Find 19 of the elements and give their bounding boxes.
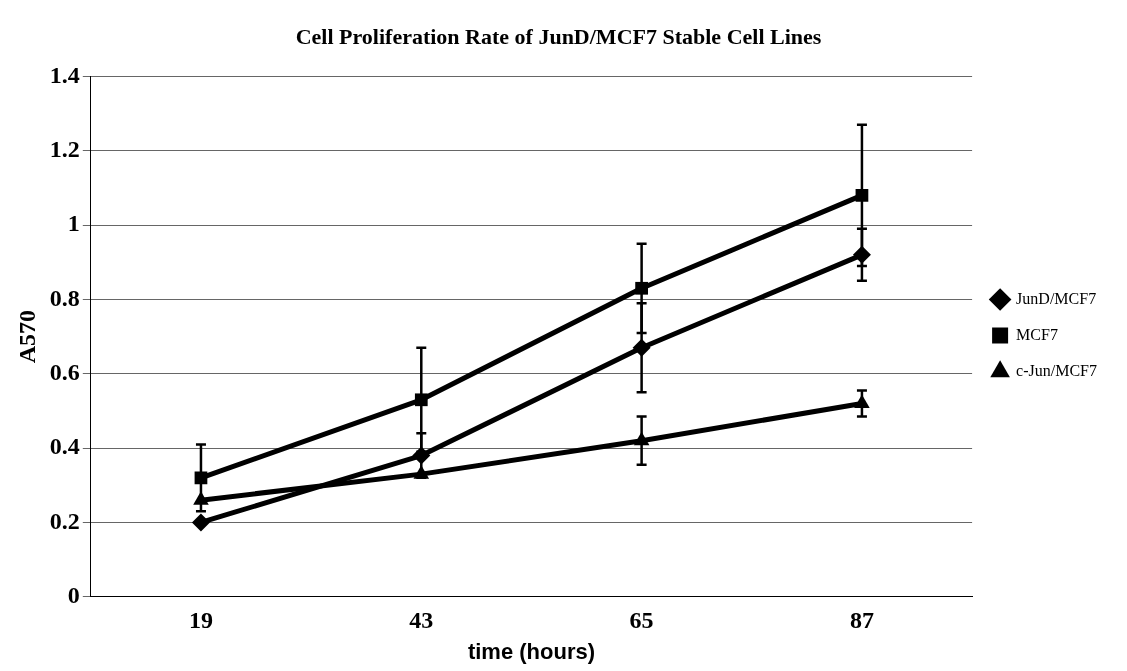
y-tick-label: 0.6 <box>49 358 80 385</box>
y-tick-label: 0.2 <box>49 507 80 534</box>
y-tick-label: 1.4 <box>49 61 80 88</box>
x-tick-label: 65 <box>629 607 654 634</box>
y-tick-label: 1.2 <box>49 135 80 162</box>
legend-label: MCF7 <box>1016 325 1058 343</box>
y-axis-title: A570 <box>13 309 40 364</box>
x-tick-label: 43 <box>409 607 434 634</box>
x-tick-label: 87 <box>849 607 874 634</box>
y-tick-label: 0.4 <box>49 433 80 460</box>
chart-title: Cell Proliferation Rate of JunD/MCF7 Stable Cell Lines <box>295 23 822 49</box>
legend-label: JunD/MCF7 <box>1016 289 1097 307</box>
y-tick-label: 0 <box>67 582 80 608</box>
y-tick-label: 1 <box>67 210 80 237</box>
point <box>191 513 210 532</box>
x-axis-title: time (hours) <box>467 638 596 664</box>
legend-label: c-Jun/MCF7 <box>1016 361 1098 379</box>
x-tick-label: 19 <box>188 607 213 634</box>
y-tick-label: 0.8 <box>49 284 80 311</box>
